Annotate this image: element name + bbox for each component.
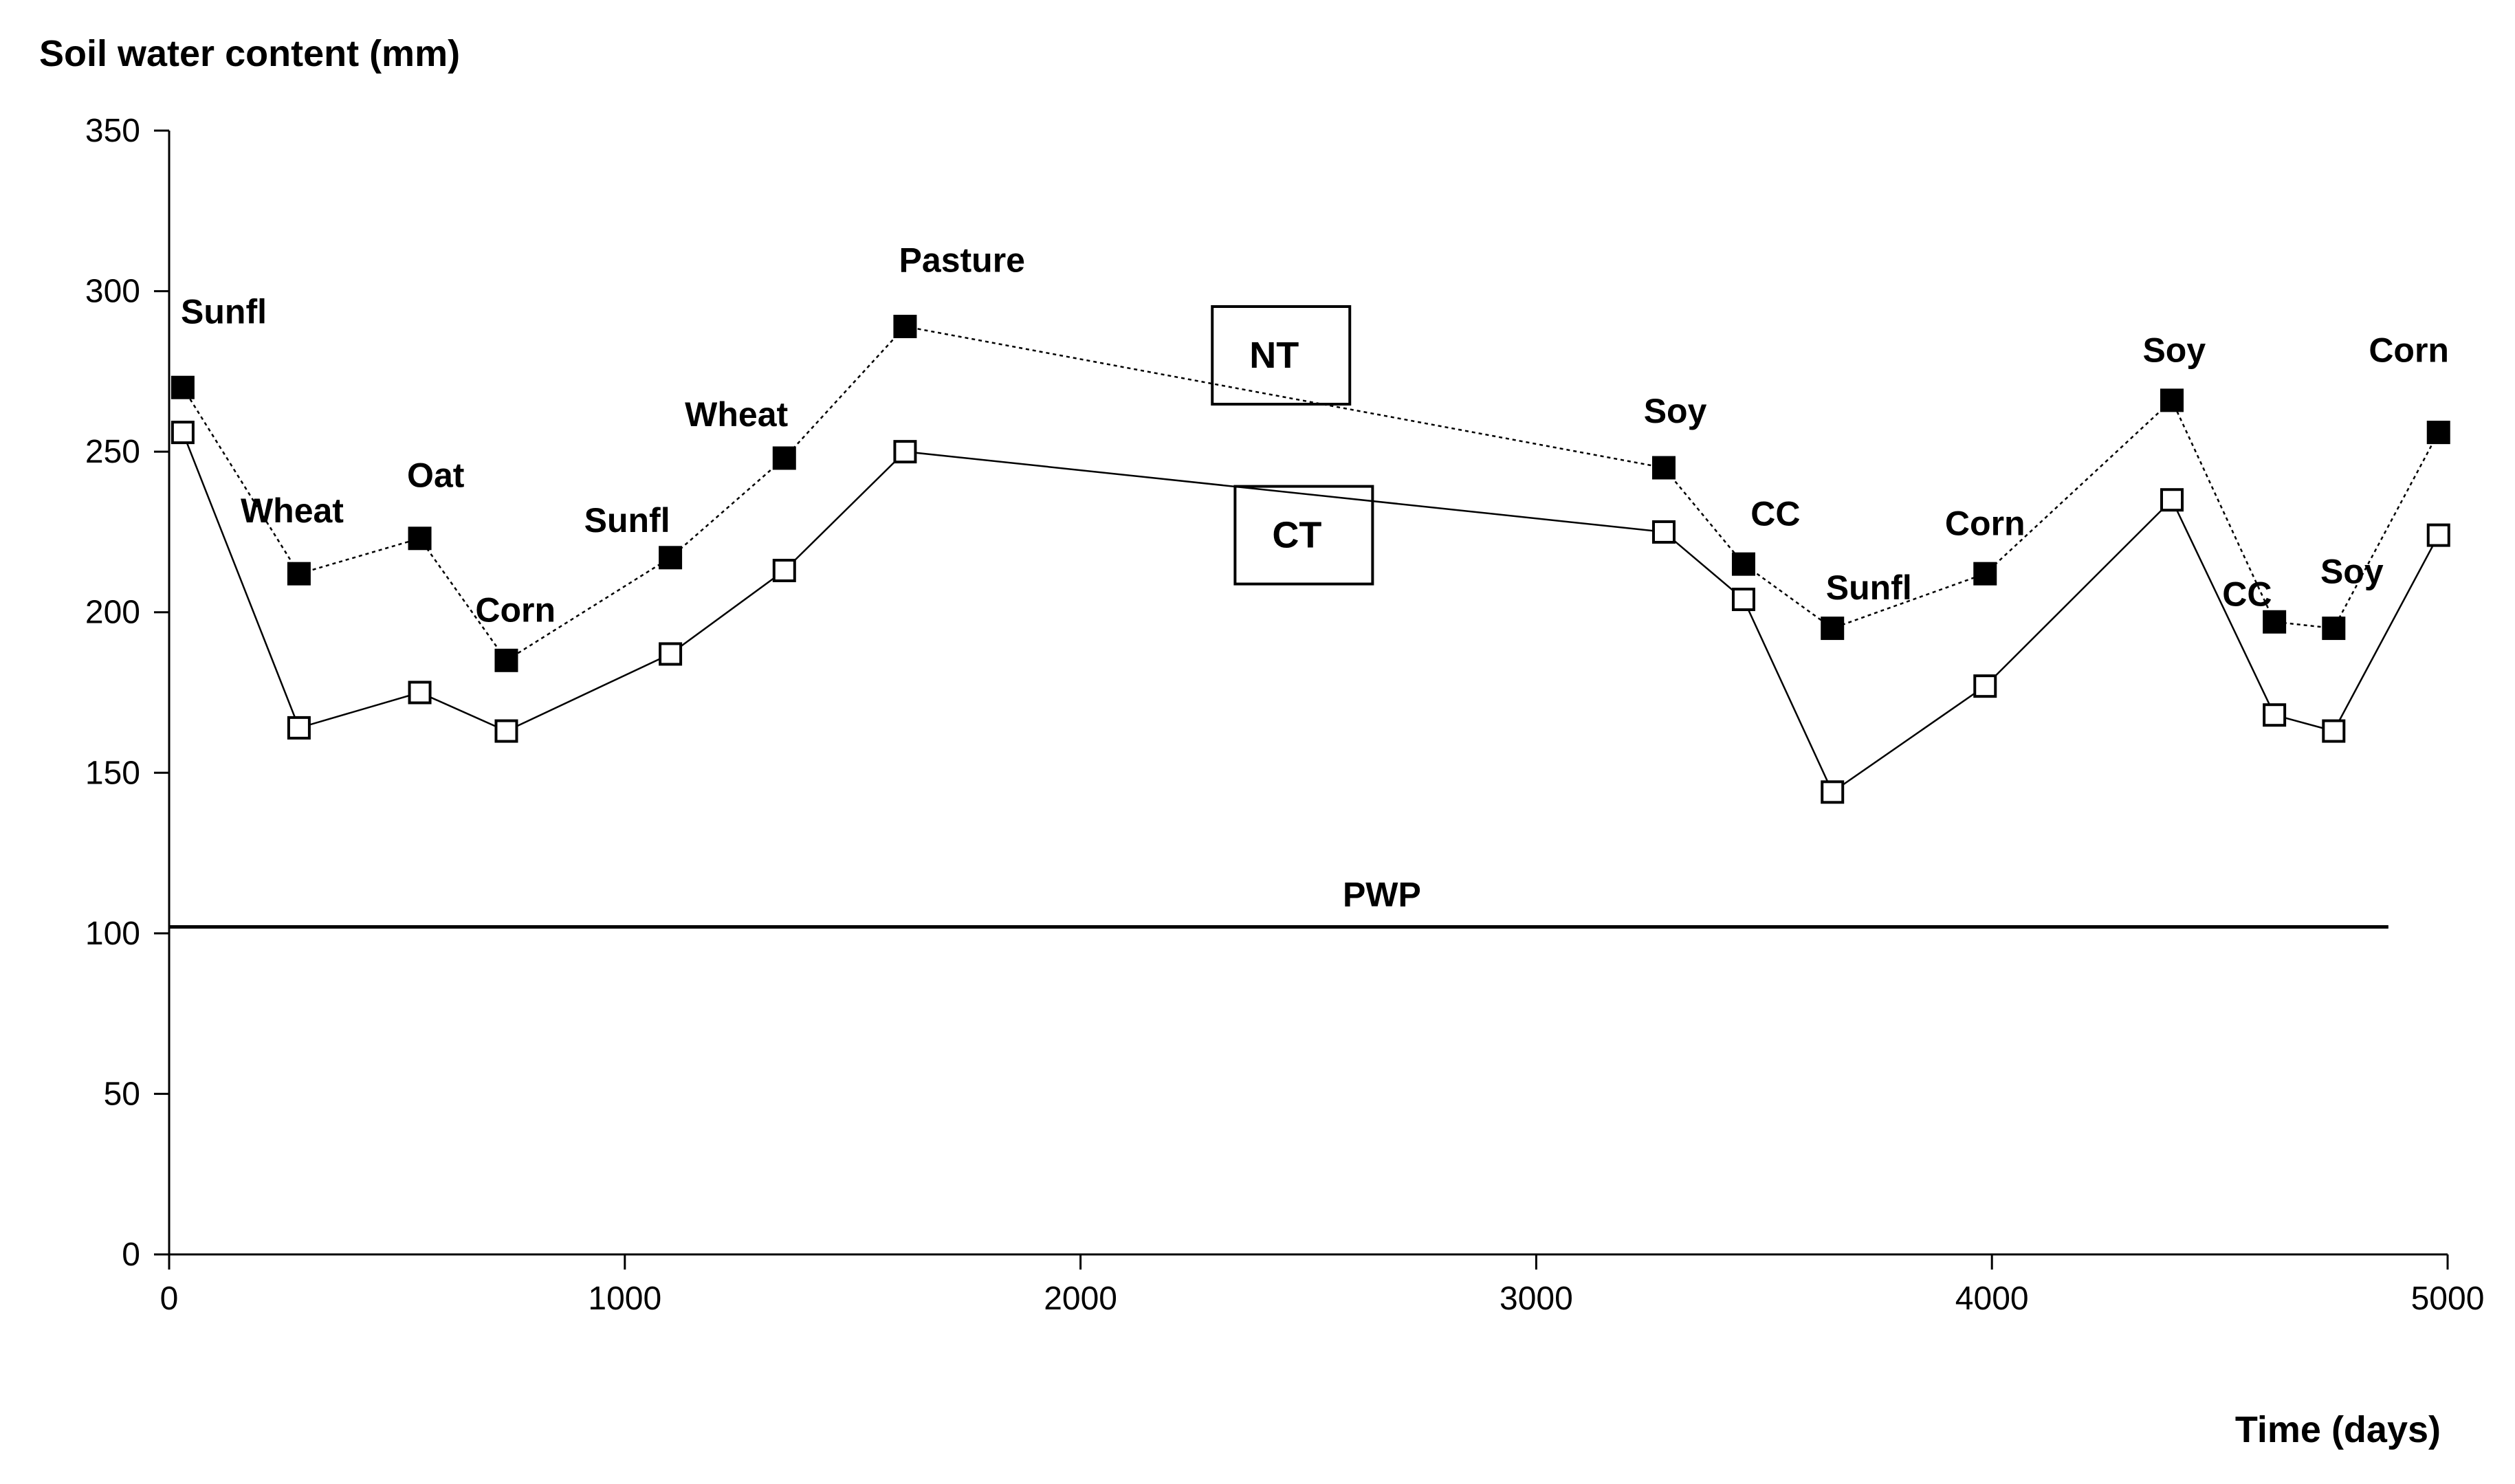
crop-label: CC (1750, 495, 1800, 533)
series-label-boxes: NT CT (1211, 305, 1374, 586)
data-point-ct (287, 716, 311, 740)
series-nt (171, 314, 2450, 672)
y-tick-label: 100 (85, 916, 140, 952)
x-axis-title: Time (days) (2235, 1409, 2441, 1450)
series-box-ct (1233, 485, 1374, 586)
y-tick-label: 250 (85, 434, 140, 470)
y-tick-label: 350 (85, 113, 140, 149)
y-axis-title: Soil water content (mm) (39, 33, 460, 74)
data-point-nt (2426, 421, 2450, 445)
crop-label: Corn (2369, 331, 2449, 369)
y-tick-label: 0 (122, 1237, 140, 1273)
data-point-ct (2263, 703, 2287, 727)
x-tick-label: 0 (160, 1281, 179, 1317)
data-point-nt (1973, 562, 1997, 586)
data-point-ct (893, 440, 917, 464)
axes: 0 50 100 150 200 250 300 350 0 1000 2000 3000 4000 5… (85, 113, 2484, 1317)
crop-label: Corn (1945, 505, 2025, 543)
data-point-nt (2263, 610, 2287, 634)
data-point-nt (893, 314, 917, 338)
crop-label: Corn (475, 591, 556, 630)
data-point-ct (1973, 674, 1997, 698)
y-axis-ticks: 0 50 100 150 200 250 300 350 (85, 113, 169, 1273)
data-point-ct (1821, 780, 1845, 804)
x-tick-label: 1000 (588, 1281, 661, 1317)
data-point-nt (659, 546, 683, 570)
crop-label: Sunfl (584, 501, 670, 540)
y-tick-label: 300 (85, 274, 140, 310)
crop-label: Sunfl (181, 292, 267, 331)
data-point-ct (2322, 719, 2346, 743)
data-point-ct (2426, 523, 2450, 547)
data-point-ct (408, 680, 432, 705)
x-tick-label: 5000 (2411, 1281, 2485, 1317)
data-point-nt (287, 562, 311, 586)
series-group (171, 314, 2450, 804)
crop-label: Wheat (685, 395, 788, 434)
crop-label: Pasture (899, 241, 1025, 280)
series-box-label: NT (1249, 335, 1299, 376)
crop-annotations: Sunfl Wheat Oat Corn Sunfl Wheat Pasture Soy CC S… (181, 241, 2449, 630)
data-point-nt (494, 648, 518, 672)
crop-label: Soy (2142, 331, 2206, 369)
data-point-nt (1651, 456, 1676, 480)
data-point-ct (2160, 488, 2184, 512)
pwp-label: PWP (1343, 876, 1421, 914)
data-point-nt (171, 375, 195, 399)
crop-label: Oat (407, 456, 465, 495)
crop-label: CC (2222, 575, 2272, 613)
data-point-nt (1821, 617, 1845, 641)
data-point-ct (659, 642, 683, 666)
data-point-ct (1651, 520, 1676, 544)
reference-lines: PWP (169, 876, 2388, 929)
series-box-nt (1211, 305, 1352, 406)
data-point-ct (494, 719, 518, 743)
x-tick-label: 2000 (1044, 1281, 1117, 1317)
y-tick-label: 50 (104, 1076, 140, 1112)
crop-label: Soy (1644, 392, 1707, 430)
data-point-ct (171, 421, 195, 445)
data-point-nt (408, 527, 432, 551)
y-tick-label: 200 (85, 595, 140, 631)
data-point-nt (772, 446, 796, 470)
data-point-ct (1731, 588, 1755, 612)
data-point-nt (1731, 552, 1755, 576)
series-box-label: CT (1272, 515, 1321, 556)
data-point-ct (772, 558, 796, 582)
x-axis-ticks: 0 1000 2000 3000 4000 5000 (160, 1254, 2485, 1317)
crop-label: Wheat (241, 491, 344, 530)
y-tick-label: 150 (85, 755, 140, 791)
crop-label: Soy (2320, 553, 2384, 591)
x-tick-label: 4000 (1955, 1281, 2029, 1317)
crop-label: Sunfl (1826, 568, 1912, 607)
series-ct (171, 421, 2450, 804)
data-point-nt (2160, 388, 2184, 412)
x-tick-label: 3000 (1500, 1281, 1573, 1317)
data-point-nt (2322, 617, 2346, 641)
